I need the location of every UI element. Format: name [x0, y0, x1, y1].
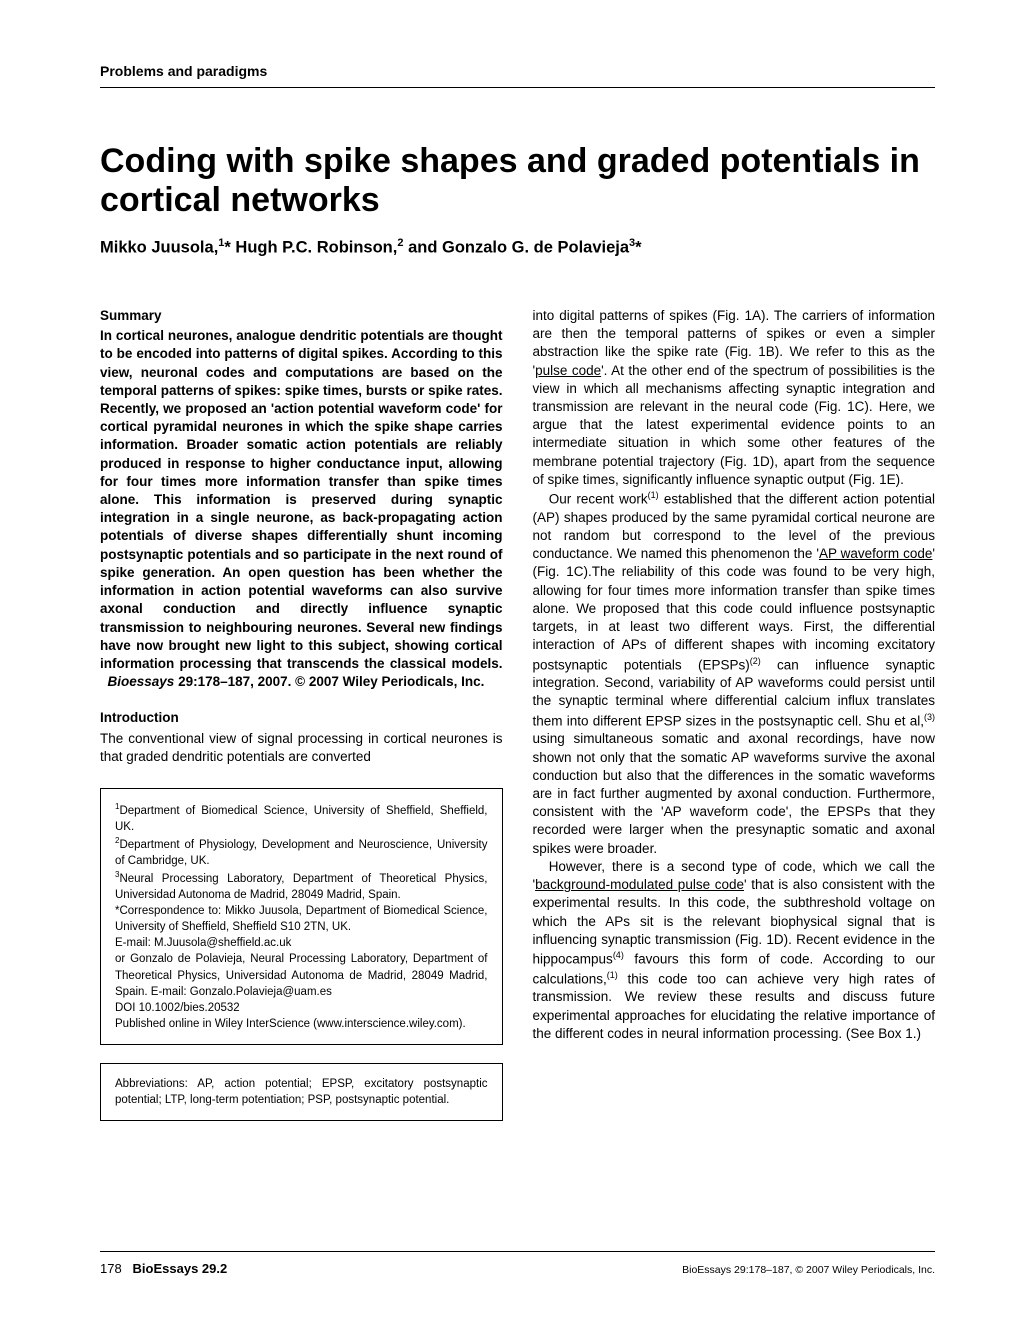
- abbreviations-box: Abbreviations: AP, action potential; EPS…: [100, 1063, 503, 1121]
- section-label: Problems and paradigms: [100, 62, 935, 88]
- page-footer: 178 BioEssays 29.2 BioEssays 29:178–187,…: [100, 1251, 935, 1278]
- footer-left: 178 BioEssays 29.2: [100, 1260, 227, 1278]
- article-title: Coding with spike shapes and graded pote…: [100, 142, 935, 220]
- introduction-heading: Introduction: [100, 709, 503, 727]
- two-column-body: Summary In cortical neurones, analogue d…: [100, 307, 935, 1121]
- summary-text: In cortical neurones, analogue dendritic…: [100, 327, 503, 691]
- left-column: Summary In cortical neurones, analogue d…: [100, 307, 503, 1121]
- authors-line: Mikko Juusola,1* Hugh P.C. Robinson,2 an…: [100, 236, 935, 259]
- right-para-3: However, there is a second type of code,…: [533, 858, 936, 1043]
- affiliations-box: 1Department of Biomedical Science, Unive…: [100, 788, 503, 1045]
- right-column: into digital patterns of spikes (Fig. 1A…: [533, 307, 936, 1121]
- footer-right: BioEssays 29:178–187, © 2007 Wiley Perio…: [682, 1263, 935, 1277]
- right-para-2: Our recent work(1) established that the …: [533, 489, 936, 858]
- summary-heading: Summary: [100, 307, 503, 325]
- right-para-1: into digital patterns of spikes (Fig. 1A…: [533, 307, 936, 489]
- introduction-text: The conventional view of signal processi…: [100, 730, 503, 766]
